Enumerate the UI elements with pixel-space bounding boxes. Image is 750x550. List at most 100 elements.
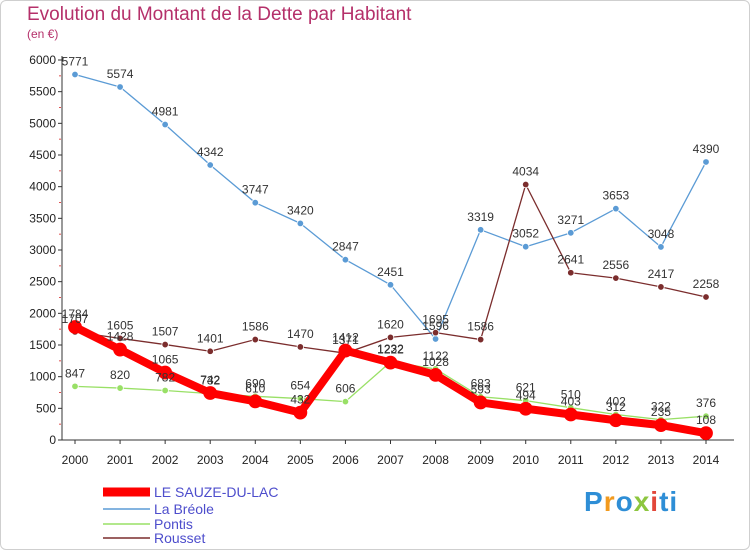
data-point <box>71 382 79 391</box>
data-label: 2258 <box>693 277 720 291</box>
data-label: 235 <box>651 405 671 419</box>
legend-label: Pontis <box>154 516 193 532</box>
y-tick-label: 3000 <box>29 243 56 257</box>
x-tick-label: 2005 <box>287 453 314 467</box>
data-label: 1401 <box>197 331 224 345</box>
x-tick-label: 2011 <box>558 453 584 467</box>
logo-letter: r <box>603 486 616 517</box>
data-label: 4342 <box>197 145 224 159</box>
data-label: 1028 <box>422 355 449 369</box>
data-point <box>657 243 665 251</box>
data-point <box>608 413 623 428</box>
data-label: 683 <box>471 377 491 391</box>
data-point <box>699 426 713 441</box>
data-point <box>567 269 575 277</box>
data-point <box>116 384 124 392</box>
data-label: 820 <box>110 368 130 382</box>
data-label: 742 <box>200 373 220 387</box>
data-point <box>476 335 485 344</box>
data-point <box>161 340 169 349</box>
data-point <box>341 255 350 264</box>
data-point <box>161 120 169 129</box>
logo-letter: x <box>633 486 651 517</box>
data-label: 4034 <box>512 165 539 179</box>
y-tick-label: 4000 <box>29 180 56 194</box>
x-tick-label: 2010 <box>512 453 539 467</box>
data-point <box>431 328 440 337</box>
data-point <box>386 333 395 342</box>
y-tick-label: 0 <box>49 433 56 447</box>
data-label: 5574 <box>107 67 134 81</box>
data-point <box>248 394 263 409</box>
y-tick-label: 5500 <box>29 85 56 99</box>
data-label: 2556 <box>603 258 630 272</box>
data-label: 322 <box>651 400 671 414</box>
data-label: 732 <box>200 374 220 388</box>
data-label: 593 <box>471 382 491 396</box>
x-tick-label: 2014 <box>693 453 720 467</box>
data-point <box>338 343 353 358</box>
data-label: 1620 <box>377 317 404 331</box>
x-tick-label: 2012 <box>603 453 630 467</box>
data-label: 5771 <box>62 55 89 69</box>
data-label: 1707 <box>62 312 89 326</box>
data-point <box>702 158 710 166</box>
x-tick-label: 2004 <box>242 453 269 467</box>
data-label: 3653 <box>603 189 630 203</box>
y-tick-label: 1000 <box>29 370 56 384</box>
data-point <box>476 226 485 234</box>
data-label: 376 <box>696 396 716 410</box>
data-label: 4981 <box>152 105 179 119</box>
y-tick-label: 6000 <box>29 53 56 67</box>
data-point <box>116 83 124 91</box>
data-label: 690 <box>245 376 265 390</box>
data-point <box>296 343 305 351</box>
data-point <box>386 281 395 289</box>
x-tick-label: 2006 <box>332 453 359 467</box>
x-tick-label: 2013 <box>648 453 675 467</box>
data-point <box>654 418 668 433</box>
data-label: 1470 <box>287 327 314 341</box>
data-label: 403 <box>561 394 581 408</box>
data-point <box>68 320 82 334</box>
data-point <box>251 335 259 344</box>
data-label: 3319 <box>467 210 494 224</box>
data-point <box>203 386 218 400</box>
data-label: 1222 <box>377 343 404 357</box>
logo-letter: i <box>669 486 679 517</box>
data-label: 1065 <box>152 353 179 367</box>
legend-label: La Bréole <box>154 501 214 517</box>
data-label: 610 <box>245 381 265 395</box>
proxiti-logo: Proxiti <box>584 486 678 518</box>
data-label: 4390 <box>693 142 720 156</box>
data-label: 312 <box>606 400 626 414</box>
data-point <box>567 229 575 237</box>
data-point <box>293 405 308 420</box>
data-point <box>563 407 578 422</box>
data-label: 606 <box>335 382 355 396</box>
data-point <box>206 161 214 169</box>
x-tick-label: 2009 <box>467 453 494 467</box>
data-label: 1586 <box>242 320 269 334</box>
data-point <box>206 347 214 355</box>
data-label: 3271 <box>557 213 584 227</box>
y-tick-label: 2500 <box>29 275 56 289</box>
y-tick-label: 500 <box>36 401 56 415</box>
legend-label: Rousset <box>154 530 205 546</box>
chart-subtitle: (en €) <box>27 27 59 41</box>
data-point <box>518 401 533 416</box>
data-label: 1122 <box>423 349 449 363</box>
data-point <box>522 243 530 251</box>
x-tick-label: 2003 <box>197 453 224 467</box>
data-label: 847 <box>65 366 85 380</box>
data-label: 1695 <box>422 313 449 327</box>
data-point <box>251 198 259 207</box>
y-tick-label: 2000 <box>29 306 56 320</box>
data-point <box>522 180 530 189</box>
data-label: 1596 <box>422 319 449 333</box>
logo-letter: t <box>659 486 670 517</box>
data-point <box>113 342 127 357</box>
data-point <box>612 204 620 213</box>
data-label: 402 <box>606 395 626 409</box>
x-tick-label: 2001 <box>107 453 134 467</box>
